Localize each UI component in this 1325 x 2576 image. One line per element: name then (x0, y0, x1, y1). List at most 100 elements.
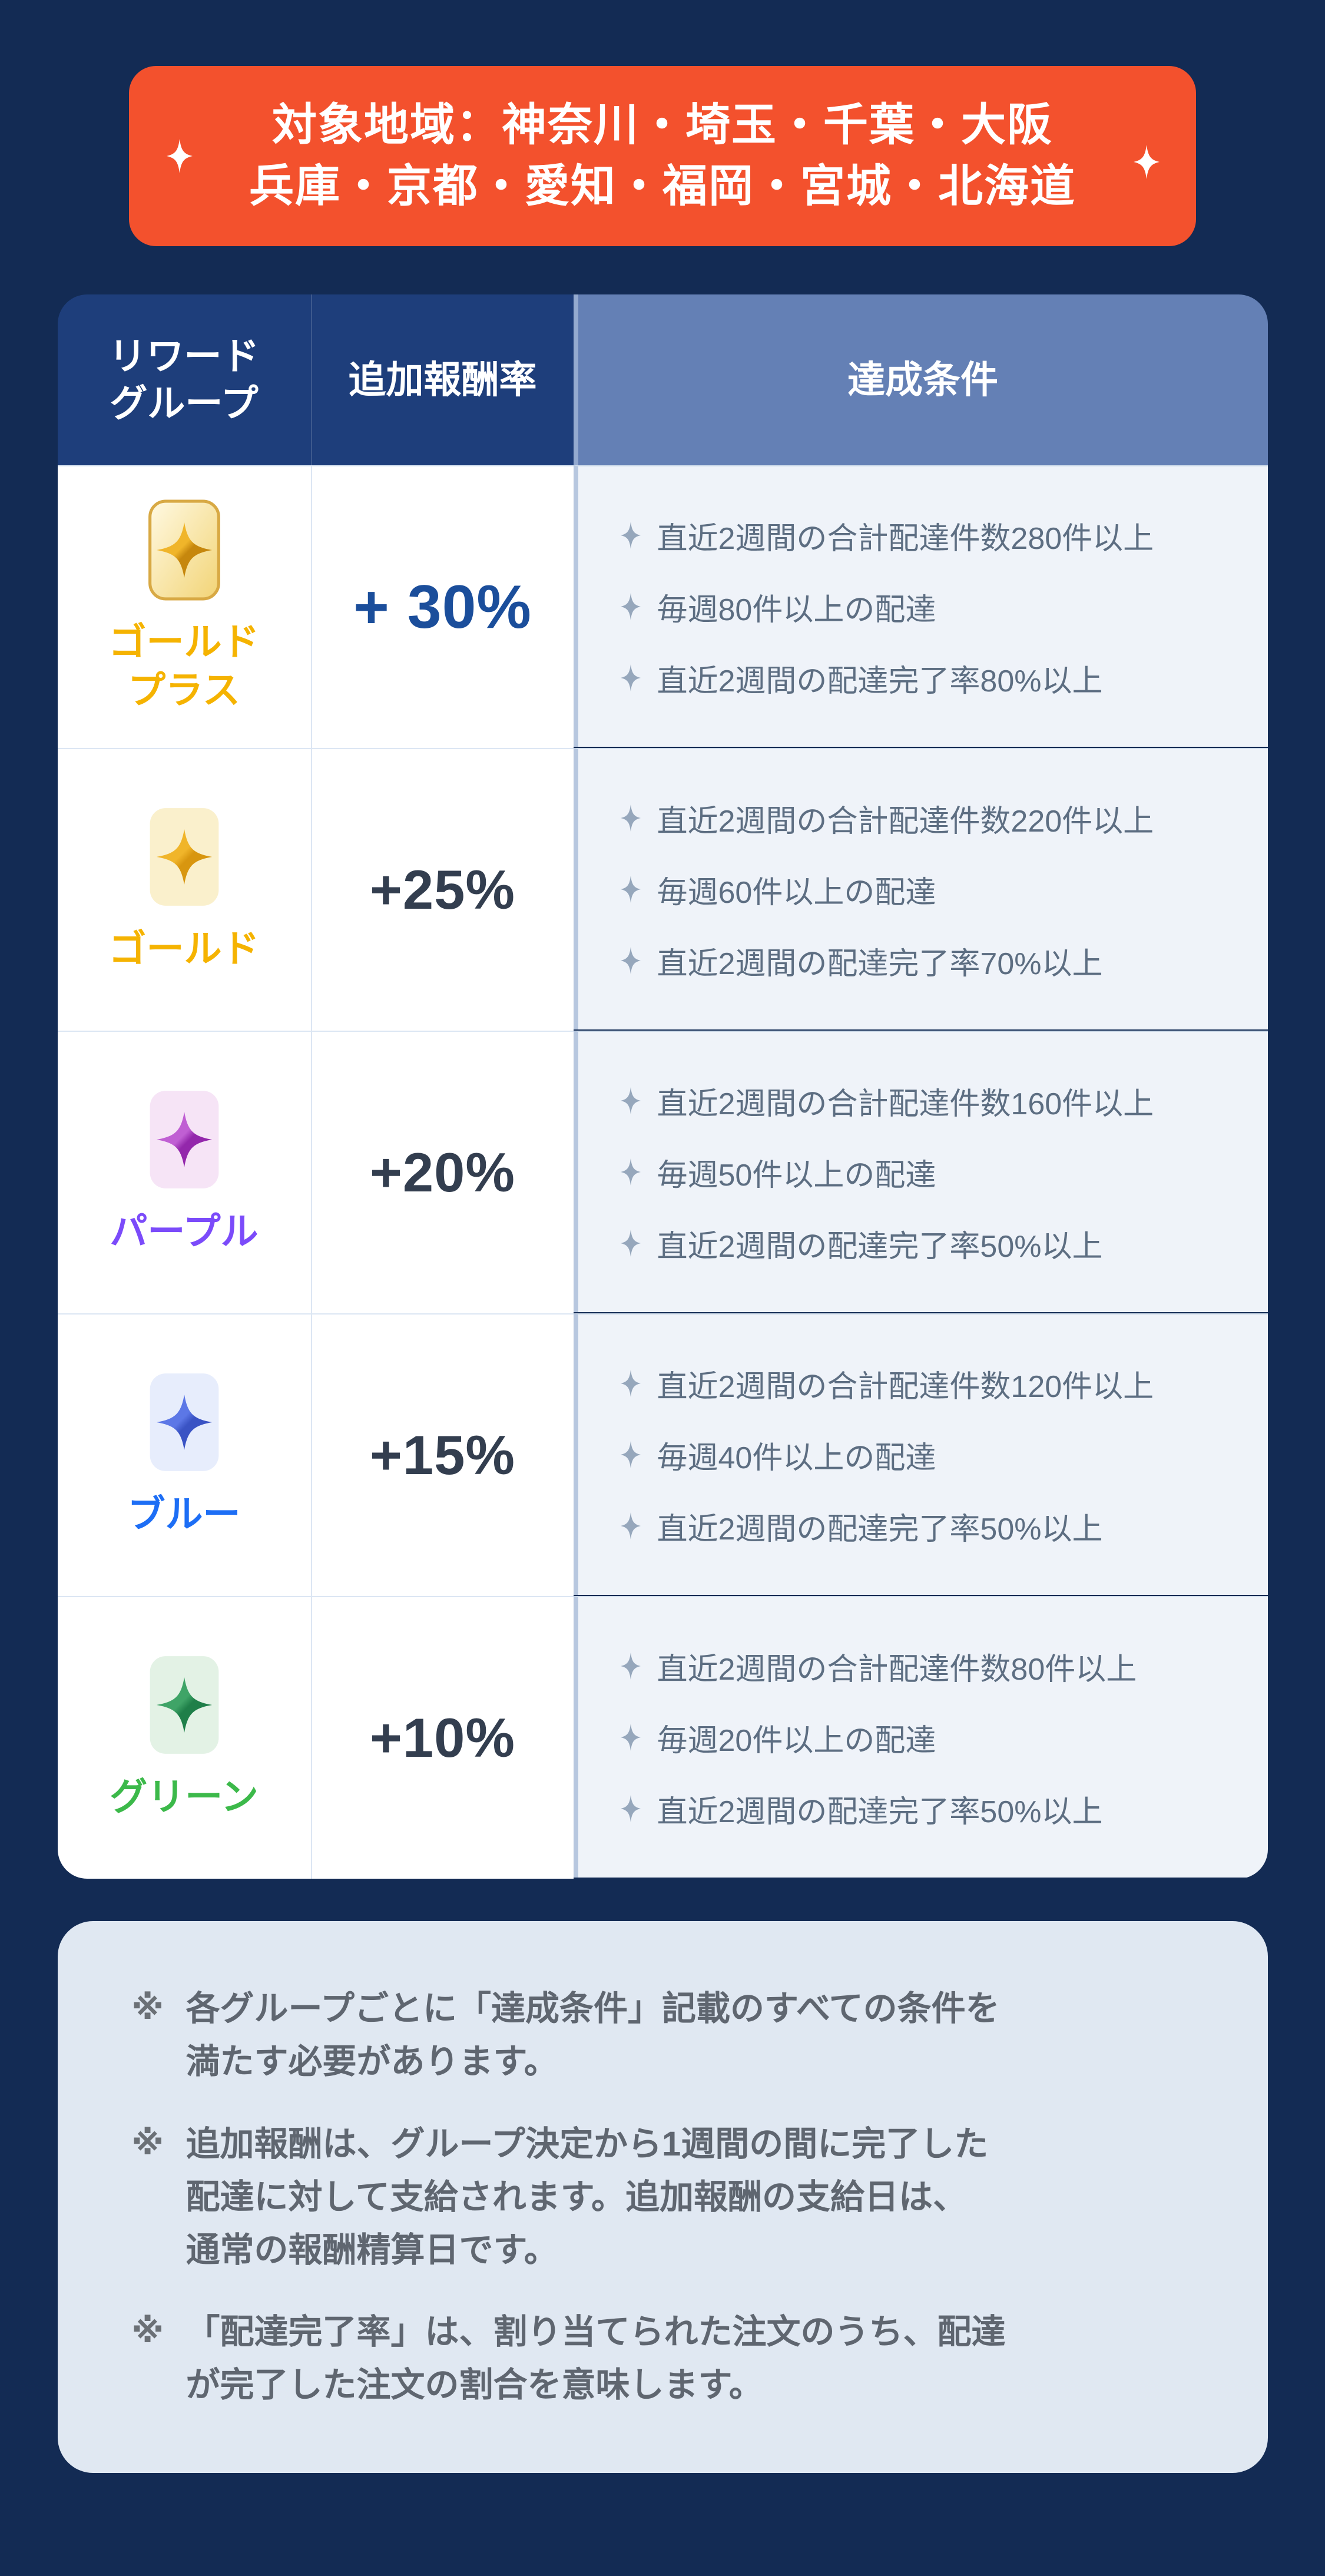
sparkle-bullet-icon (620, 1441, 641, 1468)
note-marker: ※ (131, 2312, 164, 2350)
note-line: 通常の報酬精算日です。 (186, 2230, 558, 2269)
bonus-rate-value: + 30% (353, 572, 532, 641)
table-row-goldplus-group: ゴールド プラス (57, 465, 311, 748)
condition-item: 毎週50件以上の配達 (620, 1150, 1244, 1194)
gold-plus-badge-icon (148, 499, 220, 601)
banner-line-1: 対象地域：神奈川・埼玉・千葉・大阪 (272, 100, 1053, 151)
condition-item: 直近2週間の配達完了率50%以上 (620, 1504, 1244, 1548)
bonus-rate-value: +20% (369, 1141, 516, 1203)
group-name: パープル (110, 1208, 258, 1256)
table-row-blue-conditions: 直近2週間の合計配達件数120件以上 毎週40件以上の配達 直近2週間の配達完了… (573, 1313, 1268, 1595)
sparkle-bullet-icon (620, 1370, 641, 1397)
condition-item: 直近2週間の配達完了率50%以上 (620, 1787, 1244, 1831)
sparkle-bullet-icon (620, 876, 641, 903)
group-name-line1: ゴールド (108, 928, 260, 971)
sparkle-bullet-icon (620, 804, 641, 832)
group-name-line1: ブルー (127, 1493, 241, 1536)
sparkle-bullet-icon (620, 1724, 641, 1751)
blue-badge-icon (150, 1373, 218, 1471)
note-line: 満たす必要があります。 (186, 2042, 558, 2081)
group-name-line1: グリーン (110, 1776, 259, 1819)
note-text: 各グループごとに「達成条件」記載のすべての条件を 満たす必要があります。 (186, 1982, 1000, 2088)
condition-text: 直近2週間の配達完了率80%以上 (657, 664, 1103, 698)
condition-text: 直近2週間の配達完了率50%以上 (657, 1512, 1103, 1547)
sparkle-decoration-icon (1134, 145, 1160, 179)
condition-item: 直近2週間の合計配達件数280件以上 (620, 514, 1244, 558)
condition-item: 毎週60件以上の配達 (620, 868, 1244, 912)
condition-item: 直近2週間の配達完了率50%以上 (620, 1221, 1244, 1266)
table-row-purple-group: パープル (57, 1031, 311, 1313)
note-line: 追加報酬は、グループ決定から1週間の間に完了した (186, 2124, 989, 2163)
group-name-line1: ゴールド (108, 621, 260, 664)
condition-text: 直近2週間の合計配達件数160件以上 (657, 1087, 1154, 1121)
table-row-blue-rate: +15% (310, 1313, 574, 1596)
condition-item: 直近2週間の合計配達件数120件以上 (620, 1362, 1244, 1406)
group-name-line2: プラス (128, 669, 240, 711)
table-row-goldplus-rate: + 30% (310, 465, 574, 748)
condition-text: 直近2週間の合計配達件数80件以上 (657, 1652, 1137, 1687)
table-row-gold-rate: +25% (310, 748, 574, 1031)
region-banner: 対象地域：神奈川・埼玉・千葉・大阪 兵庫・京都・愛知・福岡・宮城・北海道 (129, 66, 1196, 246)
condition-text: 毎週60件以上の配達 (657, 875, 936, 910)
table-row-green-rate: +10% (310, 1596, 574, 1879)
condition-text: 直近2週間の配達完了率70%以上 (657, 946, 1103, 981)
condition-text: 毎週80件以上の配達 (657, 592, 936, 627)
note-line: 配達に対して支給されます。追加報酬の支給日は、 (186, 2177, 967, 2216)
sparkle-bullet-icon (620, 593, 641, 620)
header-reward-group: リワード グループ (57, 294, 311, 465)
header-bonus-rate-label: 追加報酬率 (348, 359, 537, 401)
gold-badge-icon (150, 808, 218, 906)
sparkle-bullet-icon (620, 1512, 641, 1539)
header-conditions-label: 達成条件 (847, 359, 998, 401)
note-text: 追加報酬は、グループ決定から1週間の間に完了した 配達に対して支給されます。追加… (186, 2118, 989, 2277)
note-line: 「配達完了率」は、割り当てられた注文のうち、配達 (186, 2313, 1006, 2352)
condition-item: 毎週20件以上の配達 (620, 1716, 1244, 1760)
table-row-purple-rate: +20% (310, 1031, 574, 1313)
condition-item: 直近2週間の合計配達件数220件以上 (620, 796, 1244, 840)
condition-text: 毎週20件以上の配達 (657, 1723, 936, 1758)
condition-text: 直近2週間の配達完了率50%以上 (657, 1229, 1103, 1264)
condition-item: 直近2週間の配達完了率80%以上 (620, 656, 1244, 700)
sparkle-bullet-icon (620, 1795, 641, 1822)
table-row-purple-conditions: 直近2週間の合計配達件数160件以上 毎週50件以上の配達 直近2週間の配達完了… (573, 1031, 1268, 1312)
table-row-green-conditions: 直近2週間の合計配達件数80件以上 毎週20件以上の配達 直近2週間の配達完了率… (573, 1596, 1268, 1878)
note-item: ※ 各グループごとに「達成条件」記載のすべての条件を 満たす必要があります。 (132, 1982, 1185, 2088)
sparkle-bullet-icon (620, 664, 641, 691)
sparkle-bullet-icon (620, 1087, 641, 1114)
table-row-green-group: グリーン (57, 1596, 311, 1879)
header-conditions: 達成条件 (573, 294, 1268, 465)
group-name: グリーン (110, 1773, 259, 1822)
condition-text: 直近2週間の配達完了率50%以上 (657, 1794, 1103, 1829)
header-reward-group-line1: リワード (108, 335, 260, 378)
condition-item: 直近2週間の合計配達件数160件以上 (620, 1079, 1244, 1123)
condition-text: 直近2週間の合計配達件数120件以上 (657, 1369, 1154, 1404)
sparkle-decoration-icon (167, 139, 193, 173)
bonus-rate-value: +25% (369, 859, 516, 921)
reward-table: リワード グループ 追加報酬率 達成条件 (57, 294, 1268, 1879)
table-row-gold-conditions: 直近2週間の合計配達件数220件以上 毎週60件以上の配達 直近2週間の配達完了… (573, 748, 1268, 1029)
sparkle-bullet-icon (620, 1653, 641, 1680)
bonus-rate-value: +10% (369, 1707, 516, 1769)
sparkle-bullet-icon (620, 1230, 641, 1257)
header-reward-group-line2: グループ (110, 382, 259, 425)
group-name-line1: パープル (110, 1210, 259, 1253)
condition-item: 直近2週間の配達完了率70%以上 (620, 939, 1244, 983)
sparkle-bullet-icon (620, 1158, 641, 1186)
table-row-gold-group: ゴールド (57, 748, 311, 1031)
note-line: 各グループごとに「達成条件」記載のすべての条件を (186, 1989, 1000, 2028)
table-row-goldplus-conditions: 直近2週間の合計配達件数280件以上 毎週80件以上の配達 直近2週間の配達完了… (573, 465, 1268, 747)
notes-panel: ※ 各グループごとに「達成条件」記載のすべての条件を 満たす必要があります。 ※… (57, 1921, 1268, 2474)
condition-item: 毎週80件以上の配達 (620, 585, 1244, 629)
condition-item: 直近2週間の合計配達件数80件以上 (620, 1644, 1244, 1688)
group-name: ゴールド プラス (109, 618, 260, 715)
note-item: ※ 追加報酬は、グループ決定から1週間の間に完了した 配達に対して支給されます。… (132, 2118, 1185, 2277)
group-name: ブルー (128, 1491, 241, 1539)
bonus-rate-value: +15% (369, 1424, 516, 1486)
sparkle-bullet-icon (620, 947, 641, 974)
note-item: ※ 「配達完了率」は、割り当てられた注文のうち、配達 が完了した注文の割合を意味… (132, 2306, 1185, 2412)
sparkle-bullet-icon (620, 522, 641, 549)
header-bonus-rate: 追加報酬率 (310, 294, 574, 465)
condition-text: 毎週50件以上の配達 (657, 1158, 936, 1193)
group-name: ゴールド (109, 925, 260, 974)
